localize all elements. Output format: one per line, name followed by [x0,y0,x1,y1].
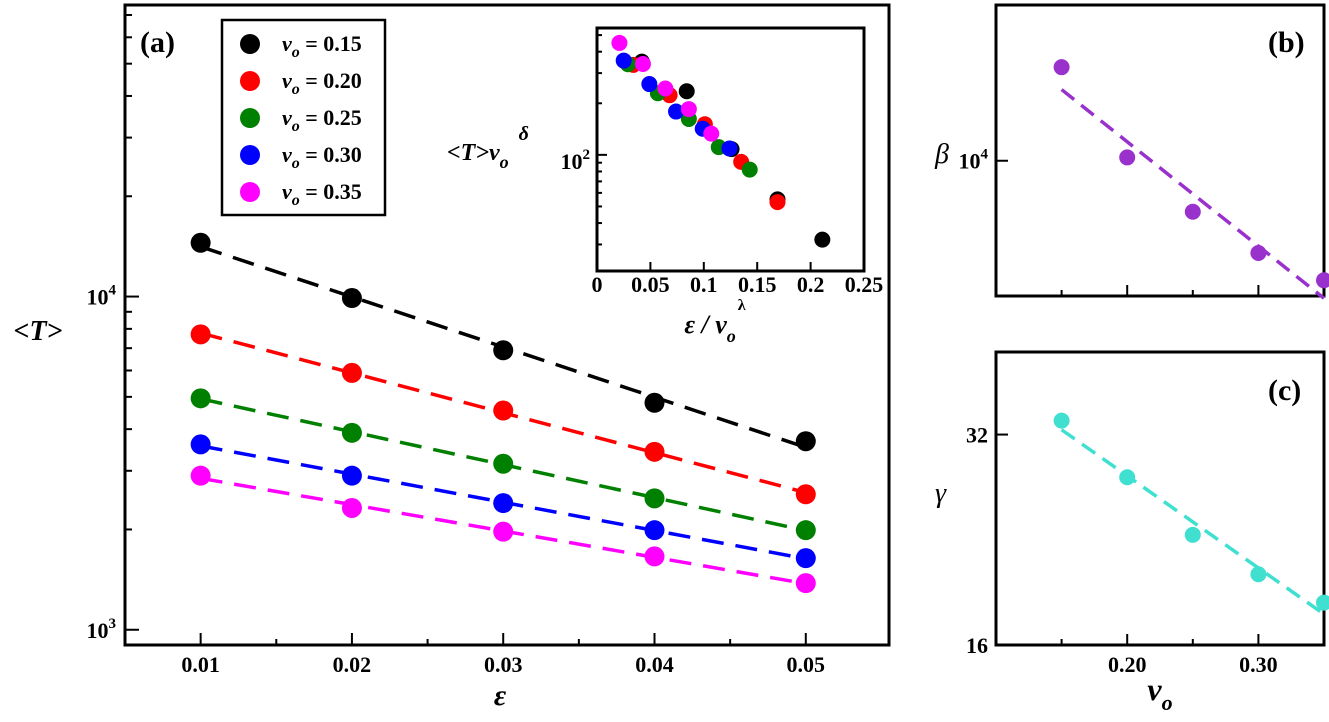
panel-c-xlabel: vo [1147,671,1172,715]
panel-a-point [341,422,362,443]
inset-point [634,56,651,73]
panel-a-point [341,288,362,309]
panel-c-ylabel: γ [935,478,947,509]
inset-point [680,101,697,118]
panel-a-point [795,484,816,505]
panel-a-point [190,465,211,486]
panel-c-frame [994,350,1326,647]
panel-a-point [644,488,665,509]
inset-xtick-label: 0.15 [738,272,777,297]
panel-a-point [644,520,665,541]
panel-c: 0.20 0.30 32 16 (c) γ vo [935,350,1329,715]
panel-a-point [795,520,816,541]
panel-a-point [493,400,514,421]
panel-a-point [493,493,514,514]
legend-label: vo = 0.20 [282,68,362,98]
inset-ylabel: <T>voδ [447,123,529,172]
inset-point [703,125,720,142]
panel-b-point [1184,203,1201,220]
panel-a: 0.01 0.02 0.03 0.04 0.05 104 103 (a) ε <T> [13,3,891,712]
inset-xtick-label: 0.2 [797,272,825,297]
panel-a-xlabel: ε [494,679,507,712]
panel-b-fit-line [1060,88,1326,300]
panel-a-point [190,324,211,345]
inset-ytick-label: 102 [561,147,591,174]
panel-a-point [190,232,211,253]
legend-marker [240,182,260,202]
panel-a-point [190,434,211,455]
inset-point [615,52,632,69]
legend-label: vo = 0.15 [282,31,362,61]
inset-point [721,140,738,157]
panel-a-point [795,573,816,594]
panel-c-point [1184,526,1201,543]
panel-c-fit-line [1060,428,1326,616]
panel-a-point [493,453,514,474]
panel-a-point [341,497,362,518]
inset-xtick-label: 0.1 [690,272,718,297]
panel-b-point [1250,244,1267,261]
panel-a-point [644,546,665,567]
inset-point [668,103,685,120]
panel-c-xtick-label: 0.30 [1239,652,1278,677]
legend-label: vo = 0.35 [282,179,362,209]
panel-a-xtick-label: 0.04 [635,652,674,677]
inset-xtick-label: 0 [592,272,603,297]
panel-c-point [1316,594,1329,611]
panel-a-point [493,340,514,361]
inset-point [814,231,831,248]
panel-c-ytick-label: 32 [966,423,988,448]
panel-a-tag: (a) [140,26,175,59]
legend-marker [240,145,260,165]
panel-a-point [644,392,665,413]
panel-c-point [1250,566,1267,583]
panel-a-point [341,362,362,383]
panel-a-point [644,441,665,462]
panel-b-point [1316,272,1329,289]
panel-a-ylabel: <T> [13,316,62,347]
inset-point [678,83,695,100]
panel-b-frame [994,3,1326,298]
inset-point [741,161,758,178]
panel-a-point [795,548,816,569]
panel-c-xtick-label: 0.20 [1108,652,1147,677]
panel-a-point [493,521,514,542]
legend: vo = 0.15 vo = 0.20 vo = 0.25 vo = 0.30 vo =… [220,18,387,217]
inset-xtick-label: 0.25 [845,272,884,297]
inset-xtick-label: 0.05 [631,272,670,297]
legend-label: vo = 0.30 [282,142,362,172]
panel-c-point [1053,412,1070,429]
panel-a-ytick-label: 103 [87,616,117,643]
inset-point [611,34,628,51]
panel-a-xtick-label: 0.02 [333,652,372,677]
panel-c-ytick-label: 16 [966,633,988,658]
panel-a-point [341,465,362,486]
panel-b-ylabel: β [934,139,949,170]
legend-marker [240,71,260,91]
panel-a-point [795,431,816,452]
panel-a-frame [123,3,891,647]
panel-a-xtick-label: 0.05 [787,652,826,677]
inset-xlabel: ε / voλ [684,297,745,346]
inset-point [657,80,674,97]
panel-a-point [190,388,211,409]
panel-b-tag: (b) [1268,26,1305,59]
panel-c-point [1119,469,1136,486]
panel-a-xtick-label: 0.03 [484,652,523,677]
legend-marker [240,34,260,54]
panel-c-tag: (c) [1268,374,1301,407]
inset: 0 0.05 0.1 0.15 0.2 0.25 102 ε / voλ <T>voδ [447,26,884,346]
panel-a-xtick-label: 0.01 [181,652,220,677]
inset-point [641,76,658,93]
panel-b-point [1119,149,1136,166]
legend-marker [240,108,260,128]
inset-point [769,194,786,211]
panel-a-ytick-label: 104 [87,283,117,310]
panel-b-point [1053,59,1070,76]
panel-b: 104 (b) β [934,3,1329,300]
legend-label: vo = 0.25 [282,105,362,135]
panel-b-ytick-label: 104 [959,147,989,174]
